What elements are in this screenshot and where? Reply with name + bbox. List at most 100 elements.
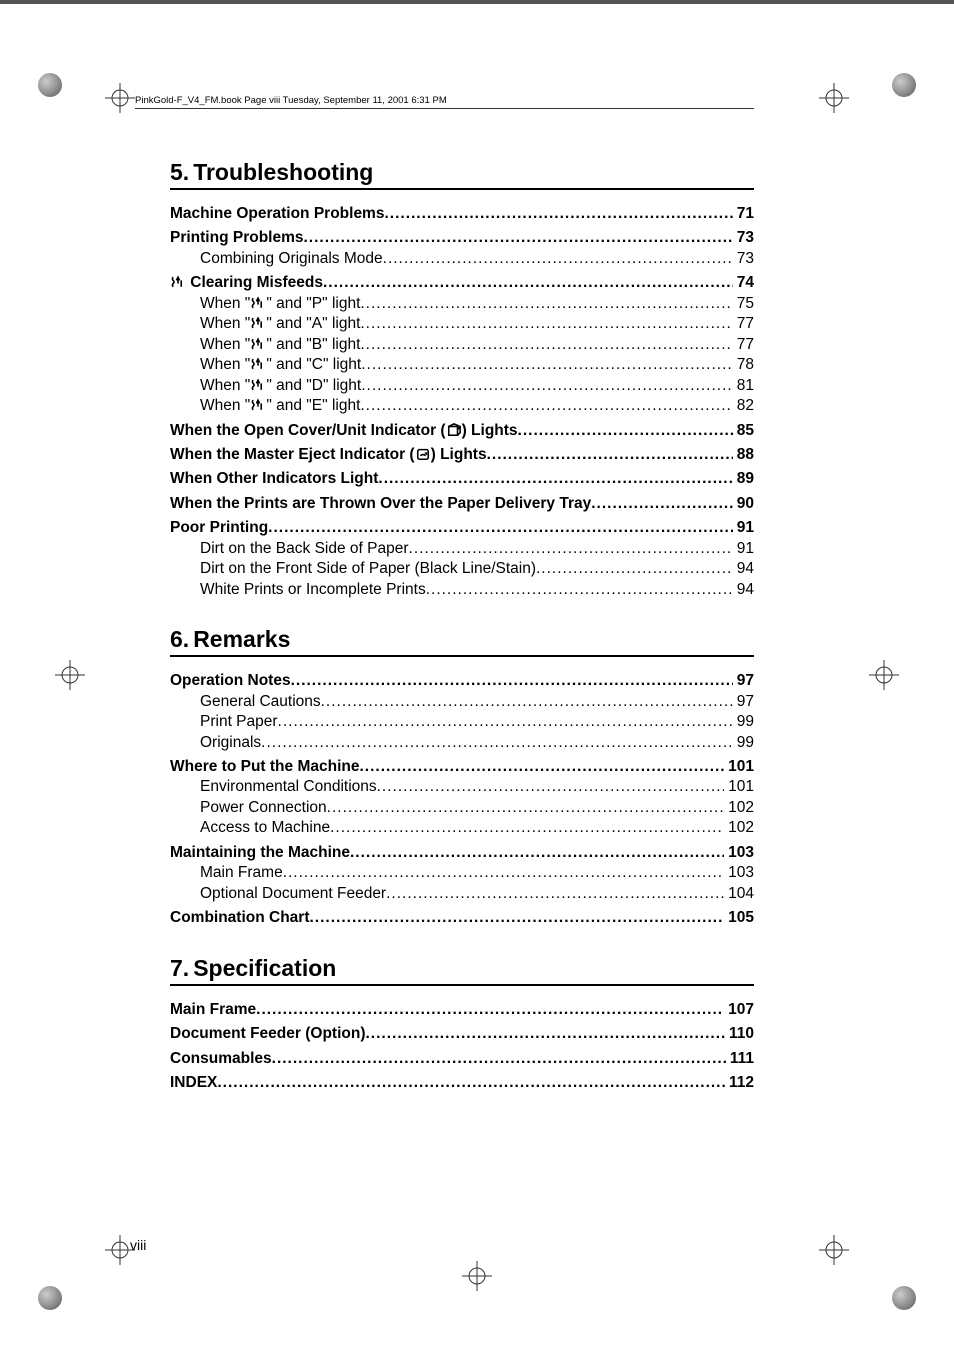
toc-page-number: 94: [733, 580, 754, 600]
toc-entry-title: Dirt on the Back Side of Paper: [200, 539, 409, 559]
misfeed-icon: [250, 337, 266, 351]
toc-page-number: 82: [733, 396, 754, 416]
toc-entry: When the Open Cover/Unit Indicator () Li…: [170, 421, 754, 441]
toc-page-number: 74: [733, 273, 754, 293]
chapter-number: 6.: [170, 626, 189, 652]
toc-entry-title: When the Prints are Thrown Over the Pape…: [170, 494, 591, 514]
toc-block: Maintaining the Machine 103Main Frame 10…: [170, 843, 754, 904]
toc-entry-title: Power Connection: [200, 798, 327, 818]
toc-leader-dots: [487, 445, 733, 465]
toc-entry: When Other Indicators Light 89: [170, 469, 754, 489]
toc-leader-dots: [378, 469, 732, 489]
toc-entry-title: Main Frame: [200, 863, 283, 883]
registration-mark-icon: [55, 660, 85, 690]
toc-entry-title: Print Paper: [200, 712, 278, 732]
chapter-number: 7.: [170, 955, 189, 981]
toc-entry-title: When "" and "B" light: [200, 335, 360, 355]
toc-entry-title: Environmental Conditions: [200, 777, 377, 797]
toc-entry: Access to Machine 102: [170, 818, 754, 838]
corner-ball-icon: [892, 1286, 916, 1310]
toc-entry: Main Frame 103: [170, 863, 754, 883]
toc-page-number: 110: [725, 1024, 754, 1044]
registration-mark-icon: [819, 83, 849, 113]
toc-block: Document Feeder (Option) 110: [170, 1024, 754, 1044]
toc-entry-title: General Cautions: [200, 692, 321, 712]
toc-leader-dots: [536, 559, 733, 579]
toc-page-number: 71: [733, 204, 754, 224]
toc-page-number: 94: [733, 559, 754, 579]
toc-leader-dots: [409, 539, 733, 559]
page-number: viii: [130, 1237, 146, 1253]
toc-leader-dots: [365, 1024, 725, 1044]
toc-leader-dots: [359, 757, 724, 777]
toc-leader-dots: [350, 843, 724, 863]
toc-entry-title: Document Feeder (Option): [170, 1024, 365, 1044]
registration-mark-icon: [105, 83, 135, 113]
toc-entry: Operation Notes 97: [170, 671, 754, 691]
toc-block: Combination Chart 105: [170, 908, 754, 928]
toc-leader-dots: [384, 204, 732, 224]
toc-entry: Consumables 111: [170, 1049, 754, 1069]
chapter-rule: [170, 984, 754, 986]
toc-entry: When "" and "P" light 75: [170, 294, 754, 314]
toc-entry: Combination Chart 105: [170, 908, 754, 928]
toc-block: INDEX 112: [170, 1073, 754, 1093]
toc-page-number: 101: [724, 777, 754, 797]
toc-entry: Poor Printing 91: [170, 518, 754, 538]
misfeed-icon: [250, 378, 266, 392]
toc-leader-dots: [283, 863, 724, 883]
toc-entry-title: Originals: [200, 733, 261, 753]
toc-entry-title: Combining Originals Mode: [200, 249, 383, 269]
toc-leader-dots: [377, 777, 725, 797]
toc-leader-dots: [256, 1000, 724, 1020]
toc-entry-title: When "" and "D" light: [200, 376, 361, 396]
toc-entry: When "" and "B" light 77: [170, 335, 754, 355]
toc-page-number: 112: [725, 1073, 754, 1093]
toc-entry: When the Prints are Thrown Over the Pape…: [170, 494, 754, 514]
toc-page-number: 85: [733, 421, 754, 441]
toc-entry-title: White Prints or Incomplete Prints: [200, 580, 426, 600]
toc-leader-dots: [426, 580, 733, 600]
toc-entry: Optional Document Feeder 104: [170, 884, 754, 904]
toc-leader-dots: [217, 1073, 725, 1093]
toc-page-number: 91: [733, 518, 754, 538]
toc-block: Operation Notes 97General Cautions 97 Pri…: [170, 671, 754, 753]
toc-page-number: 99: [733, 733, 754, 753]
toc-block: When the Open Cover/Unit Indicator () Li…: [170, 421, 754, 441]
toc-entry-title: Main Frame: [170, 1000, 256, 1020]
toc-block: Machine Operation Problems 71: [170, 204, 754, 224]
toc-page-number: 101: [724, 757, 754, 777]
misfeed-icon: [250, 316, 266, 330]
toc-page-number: 77: [733, 335, 754, 355]
toc-page-number: 91: [733, 539, 754, 559]
corner-ball-icon: [38, 1286, 62, 1310]
toc-page-number: 78: [733, 355, 754, 375]
toc-block: When the Prints are Thrown Over the Pape…: [170, 494, 754, 514]
toc-entry: When "" and "D" light 81: [170, 376, 754, 396]
crop-line: [0, 3, 954, 4]
toc-entry: Dirt on the Back Side of Paper 91: [170, 539, 754, 559]
toc-page-number: 73: [733, 228, 754, 248]
toc-entry: Printing Problems 73: [170, 228, 754, 248]
toc-leader-dots: [591, 494, 733, 514]
chapter-heading: 6.Remarks: [170, 626, 754, 653]
toc-entry: Print Paper 99: [170, 712, 754, 732]
toc-page-number: 88: [733, 445, 754, 465]
toc-entry: Clearing Misfeeds 74: [170, 273, 754, 293]
toc-entry: When "" and "E" light 82: [170, 396, 754, 416]
toc-page-number: 97: [733, 671, 754, 691]
toc-entry: Maintaining the Machine 103: [170, 843, 754, 863]
toc-block: Main Frame 107: [170, 1000, 754, 1020]
corner-ball-icon: [38, 73, 62, 97]
misfeed-icon: [250, 357, 266, 371]
toc-leader-dots: [310, 908, 725, 928]
toc-page-number: 90: [733, 494, 754, 514]
toc-leader-dots: [330, 818, 724, 838]
misfeed-icon: [170, 275, 186, 289]
toc-entry-title: When the Open Cover/Unit Indicator () Li…: [170, 421, 518, 441]
master-eject-icon: [415, 447, 431, 461]
chapter-rule: [170, 188, 754, 190]
toc-entry-title: Combination Chart: [170, 908, 310, 928]
toc-entry-title: When the Master Eject Indicator () Light…: [170, 445, 487, 465]
toc-entry: Environmental Conditions 101: [170, 777, 754, 797]
